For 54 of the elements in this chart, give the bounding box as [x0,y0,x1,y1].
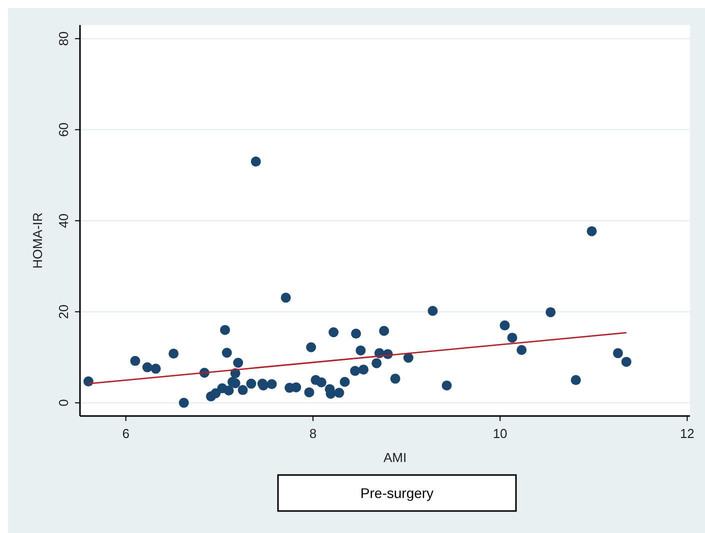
point [83,376,94,386]
y-tick-label: 60 [56,122,71,137]
point [350,328,361,339]
point [220,324,230,335]
point [442,380,452,391]
point [246,378,256,389]
y-tick-label: 80 [56,31,71,46]
point [500,320,510,330]
y-axis-title: HOMA-IR [30,212,45,269]
y-tick-label: 40 [56,213,71,228]
point [250,156,261,167]
point [233,358,244,368]
point [586,226,597,236]
point [390,374,400,384]
point [516,345,527,355]
x-tick-label: 10 [492,426,508,441]
y-tick-label: 20 [56,304,71,319]
point [306,342,316,352]
text: Pre-surgery [360,485,434,501]
x-axis-title: AMI [383,450,407,465]
point [222,348,232,358]
point [280,292,291,303]
point [224,386,234,396]
point [328,327,339,338]
point [379,326,390,336]
point [570,375,581,386]
point [266,379,277,390]
point [238,385,248,396]
point [230,378,240,388]
point [350,366,360,376]
x-tick-label: 12 [680,426,694,441]
point [507,332,518,343]
point [334,388,344,398]
point [356,345,366,356]
point [612,348,623,358]
point [546,307,556,318]
point [178,398,189,408]
x-tick-label: 6 [122,426,130,441]
point [326,388,336,399]
point [130,356,140,366]
point [316,377,326,388]
point [291,382,302,392]
point [142,362,152,372]
point [428,306,438,316]
point [168,348,179,359]
point [372,358,382,368]
point [621,356,632,367]
point [150,364,161,374]
point [403,352,414,363]
point [340,376,350,387]
point [358,364,368,375]
y-tick-label: 0 [56,399,71,406]
x-tick-label: 8 [309,426,317,441]
point [304,387,314,398]
